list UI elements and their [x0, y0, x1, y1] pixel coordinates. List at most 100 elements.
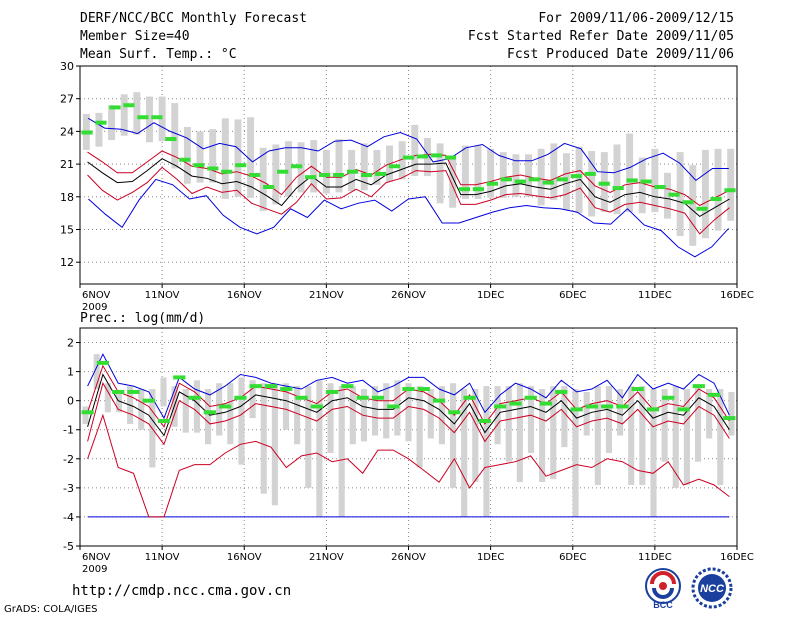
y-tick-label: -4 — [63, 511, 74, 524]
x-tick-label: 16NOV — [227, 552, 262, 563]
median-marker — [157, 419, 171, 424]
ensemble-range-bar — [436, 143, 444, 204]
median-marker — [305, 175, 317, 180]
median-marker — [291, 164, 303, 169]
y-tick-label: 12 — [60, 256, 74, 269]
forecast-produced-date: Fcst Produced Date 2009/11/06 — [507, 47, 734, 62]
median-marker — [235, 163, 247, 168]
median-marker — [219, 404, 232, 409]
ensemble-range-bar — [694, 386, 702, 462]
median-marker — [249, 173, 261, 177]
ncc-logo-text: NCC — [700, 583, 725, 595]
median-marker — [539, 401, 553, 406]
median-marker — [626, 178, 638, 183]
y-tick-label: -1 — [63, 424, 74, 437]
median-marker — [463, 395, 476, 400]
ensemble-range-bar — [516, 383, 523, 483]
ensemble-range-bar — [617, 389, 624, 436]
ensemble-range-bar — [338, 386, 345, 517]
ensemble-range-bar — [360, 143, 368, 191]
y-tick-label: 1 — [67, 366, 74, 379]
median-marker — [356, 395, 369, 400]
ensemble-range-bar — [349, 386, 356, 445]
x-tick-label: 21NOV — [309, 290, 344, 301]
median-marker — [417, 387, 430, 392]
bcc-logo-text: BCC — [653, 600, 673, 610]
median-marker — [478, 419, 492, 424]
y-tick-label: 27 — [60, 93, 74, 106]
median-marker — [598, 181, 610, 186]
ensemble-range-bar — [310, 140, 318, 193]
ensemble-range-bar — [372, 386, 379, 436]
ensemble-range-bar — [327, 383, 334, 453]
grads-credit: GrADS: COLA/IGES — [4, 604, 98, 615]
median-marker — [612, 186, 624, 191]
median-marker — [188, 395, 201, 400]
median-marker — [109, 105, 121, 110]
median-marker — [432, 398, 446, 403]
ensemble-range-bar — [550, 386, 557, 480]
ensemble-range-bar — [650, 389, 657, 517]
ensemble-range-bar — [209, 129, 217, 183]
median-marker — [179, 157, 191, 162]
median-marker — [360, 173, 373, 177]
median-marker — [416, 154, 429, 159]
median-marker — [696, 206, 708, 211]
ncc-logo-icon: NCC — [691, 567, 733, 609]
ensemble-range-bar — [706, 389, 713, 439]
median-marker — [444, 155, 457, 160]
ensemble-range-bar — [282, 383, 290, 430]
ensemble-range-bar — [160, 377, 167, 407]
max-envelope-line — [87, 117, 729, 182]
ensemble-range-bar — [247, 117, 255, 198]
ensemble-range-bar — [689, 165, 697, 246]
website-url[interactable]: http://cmdp.ncc.cma.gov.cn — [72, 583, 292, 599]
x-tick-label: 1DEC — [477, 290, 504, 301]
ensemble-range-bar — [104, 383, 111, 413]
ensemble-range-bar — [474, 145, 482, 199]
ensemble-range-bar — [322, 149, 330, 194]
x-tick-label: 16DEC — [720, 290, 754, 301]
ensemble-range-bar — [271, 383, 278, 506]
ensemble-range-bar — [676, 152, 684, 237]
median-marker — [374, 171, 387, 176]
ensemble-range-bar — [537, 148, 545, 206]
median-marker — [631, 387, 644, 392]
ensemble-range-bar — [196, 131, 204, 183]
ensemble-range-bar — [416, 386, 423, 468]
x-tick-label: 11DEC — [638, 552, 672, 563]
ensemble-range-bar — [449, 383, 457, 488]
ensemble-range-bar — [171, 103, 179, 169]
median-marker — [388, 164, 401, 169]
median-marker — [682, 200, 694, 205]
median-marker — [137, 115, 149, 120]
median-marker — [193, 163, 205, 168]
median-marker — [486, 181, 498, 186]
ensemble-range-bar — [284, 141, 292, 197]
ensemble-range-bar — [613, 144, 621, 215]
ensemble-range-bar — [95, 112, 103, 147]
spread-lower-line — [87, 166, 730, 235]
median-marker — [494, 404, 507, 409]
ensemble-range-bar — [562, 153, 570, 210]
bcc-logo-icon: BCC — [645, 568, 681, 610]
ensemble-range-bar — [472, 389, 479, 483]
median-marker — [81, 410, 94, 415]
median-marker — [263, 184, 275, 189]
ensemble-range-bar — [701, 149, 709, 239]
ensemble-range-bar — [461, 145, 469, 199]
median-marker — [692, 384, 705, 389]
ensemble-range-bar — [316, 380, 323, 517]
median-marker — [707, 392, 721, 397]
median-marker — [319, 173, 331, 177]
ensemble-range-bar — [588, 151, 596, 217]
median-marker — [112, 389, 125, 394]
median-marker — [402, 155, 415, 160]
ensemble-range-bar — [483, 386, 490, 517]
ensemble-range-bar — [550, 143, 558, 201]
variable-label: Mean Surf. Temp.: °C — [80, 47, 237, 62]
median-marker — [430, 153, 443, 158]
y-tick-label: -2 — [63, 453, 74, 466]
median-marker — [710, 196, 722, 201]
